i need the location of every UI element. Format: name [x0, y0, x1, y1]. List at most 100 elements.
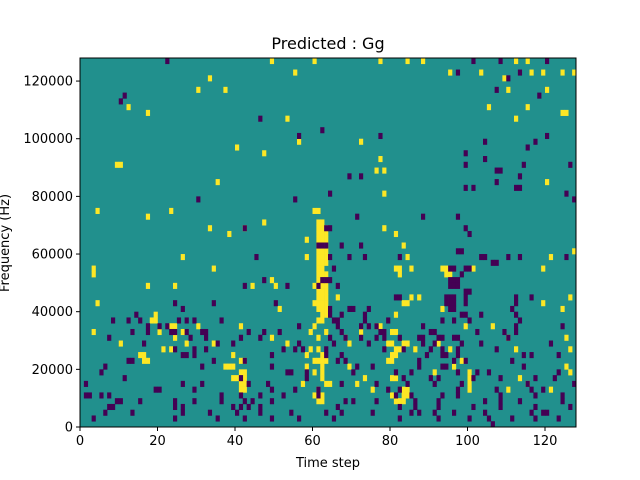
heatmap-cell-low: [529, 294, 534, 301]
heatmap-cell-high: [95, 300, 100, 307]
heatmap-cell-low: [231, 340, 236, 347]
heatmap-cell-high: [169, 207, 174, 214]
heatmap-cell-low: [118, 98, 123, 105]
heatmap-cell-low: [335, 282, 340, 289]
heatmap-cell-low: [362, 254, 368, 261]
heatmap-cell-low: [548, 340, 554, 347]
heatmap-cell-low: [502, 328, 507, 336]
heatmap-cell-low: [471, 58, 476, 65]
heatmap-cell-high: [397, 398, 402, 405]
heatmap-cell-high: [541, 69, 546, 76]
heatmap-cell-low: [529, 386, 534, 393]
heatmap-cell-low: [459, 340, 464, 347]
heatmap-cell-low: [560, 398, 565, 405]
heatmap-cell-low: [452, 409, 457, 416]
heatmap-cell-low: [517, 173, 523, 180]
heatmap-cell-low: [455, 69, 461, 76]
heatmap-cell-low: [428, 346, 433, 353]
heatmap-cell-high: [196, 323, 201, 330]
heatmap-cell-low: [409, 409, 414, 416]
heatmap-cell-low: [533, 375, 538, 382]
heatmap-cell-low: [370, 363, 375, 370]
heatmap-cell-high: [316, 236, 321, 243]
heatmap-cell-high: [173, 323, 178, 330]
heatmap-cell-low: [405, 380, 410, 387]
heatmap-cell-low: [452, 277, 457, 284]
heatmap-cell-low: [320, 127, 325, 134]
heatmap-cell-high: [397, 271, 402, 278]
heatmap-cell-high: [320, 271, 325, 278]
heatmap-cell-low: [517, 184, 523, 191]
heatmap-cell-low: [541, 386, 546, 393]
heatmap-cell-low: [572, 196, 577, 203]
heatmap-cell-low: [351, 369, 356, 376]
heatmap-cell-low: [242, 398, 247, 405]
heatmap-cell-low: [320, 277, 325, 284]
heatmap-cell-high: [95, 207, 100, 214]
heatmap-cell-low: [362, 317, 368, 324]
heatmap-cell-low: [320, 242, 325, 249]
heatmap-cell-high: [390, 352, 395, 359]
heatmap-cell-low: [242, 415, 247, 422]
heatmap-cell-low: [153, 386, 158, 393]
heatmap-cell-low: [467, 230, 472, 238]
heatmap-cell-low: [328, 254, 333, 261]
heatmap-cell-high: [405, 392, 410, 399]
heatmap-cell-low: [359, 173, 364, 180]
heatmap-cell-low: [479, 254, 484, 261]
heatmap-cell-low: [347, 305, 352, 312]
heatmap-cell-high: [432, 369, 437, 376]
heatmap-cell-low: [83, 392, 89, 399]
heatmap-cell-low: [564, 254, 569, 261]
heatmap-cell-low: [533, 403, 538, 411]
heatmap-cell-low: [529, 409, 534, 416]
heatmap-cell-high: [514, 346, 519, 353]
heatmap-cell-low: [335, 357, 340, 364]
heatmap-cell-low: [459, 311, 464, 318]
plot-area: [79, 57, 577, 428]
heatmap-cell-high: [529, 69, 534, 76]
heatmap-cell-low: [483, 409, 488, 416]
heatmap-cell-low: [87, 392, 92, 399]
heatmap-cell-low: [494, 86, 499, 93]
heatmap-cell-high: [324, 311, 329, 318]
heatmap-cell-high: [560, 109, 565, 116]
heatmap-cell-low: [533, 415, 538, 422]
heatmap-cell-high: [242, 375, 247, 382]
heatmap-cell-low: [397, 386, 402, 393]
heatmap-cell-low: [339, 409, 344, 416]
heatmap-cell-low: [471, 184, 476, 191]
heatmap-cell-low: [448, 294, 453, 301]
heatmap-cell-high: [324, 294, 329, 301]
chart-title: Predicted : Gg: [271, 34, 384, 53]
heatmap-cell-high: [568, 369, 573, 376]
heatmap-cell-high: [320, 282, 325, 289]
heatmap-cell-low: [448, 300, 453, 307]
heatmap-cell-high: [157, 328, 162, 336]
heatmap-cell-high: [393, 375, 399, 382]
heatmap-cell-high: [324, 282, 329, 289]
heatmap-cell-low: [138, 317, 143, 324]
heatmap-cell-high: [312, 323, 317, 330]
heatmap-cell-low: [409, 392, 414, 399]
heatmap-cell-high: [517, 375, 523, 382]
heatmap-cell-low: [246, 380, 251, 387]
heatmap-cell-high: [320, 254, 325, 261]
heatmap-cell-high: [440, 305, 445, 312]
heatmap-cell-low: [440, 334, 445, 341]
heatmap-cell-high: [91, 271, 96, 278]
heatmap-cell-low: [331, 340, 337, 347]
heatmap-cell-low: [479, 311, 484, 318]
heatmap-cell-high: [324, 230, 329, 238]
heatmap-cell-low: [180, 403, 185, 411]
heatmap-cell-high: [405, 254, 410, 261]
heatmap-cell-low: [545, 132, 550, 140]
heatmap-cell-high: [347, 363, 352, 370]
heatmap-cell-high: [560, 305, 565, 312]
heatmap-cell-low: [452, 357, 457, 364]
heatmap-cell-high: [393, 265, 399, 272]
heatmap-cell-low: [107, 403, 112, 411]
heatmap-cell-low: [246, 403, 251, 411]
heatmap-cell-low: [297, 323, 302, 330]
heatmap-cell-low: [455, 248, 461, 255]
